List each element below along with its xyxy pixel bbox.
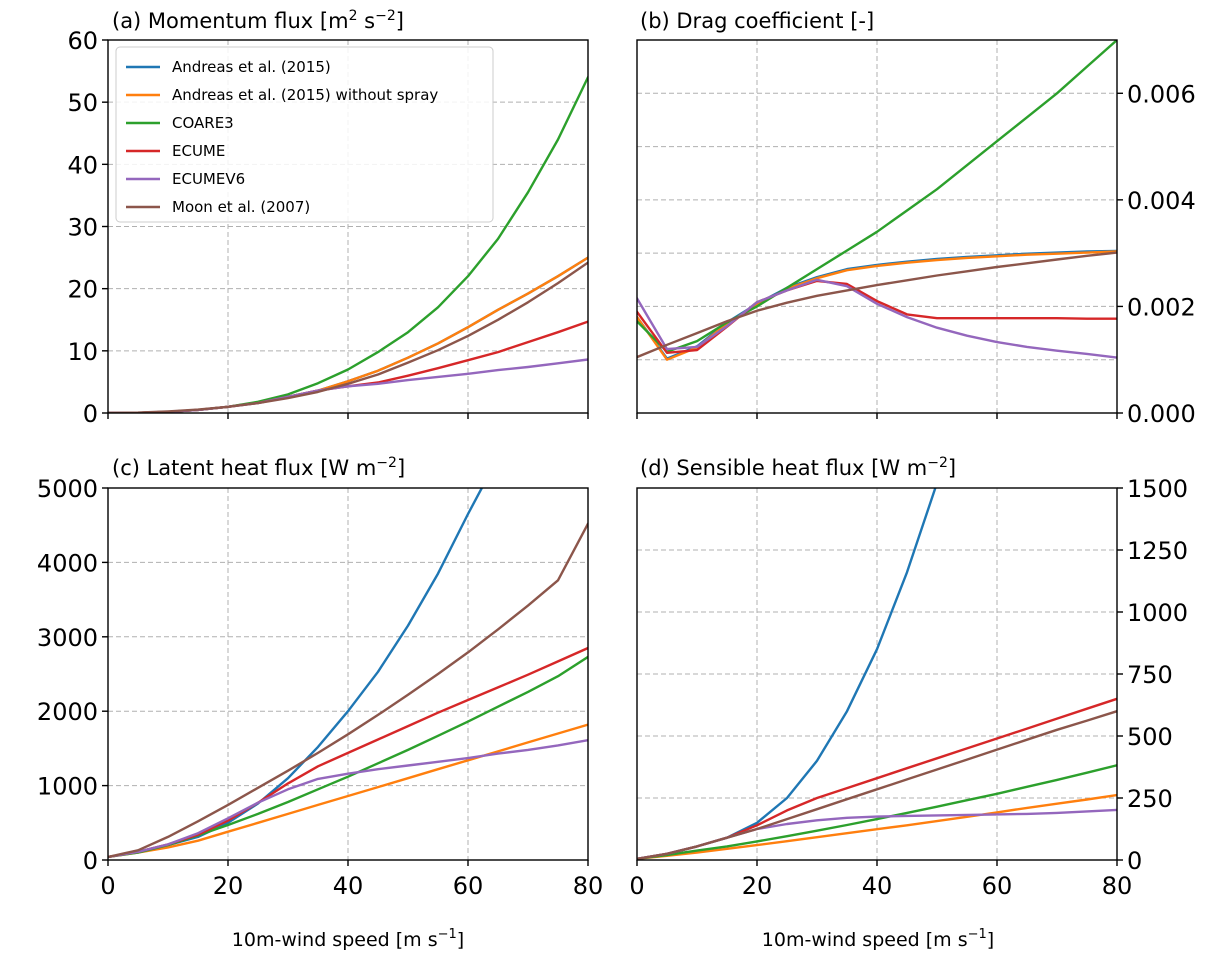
ytick-label-a: 40 (67, 151, 98, 179)
ytick-label-c: 0 (83, 847, 98, 875)
series-b-andreas-et-al-2015-without-spray (637, 250, 1117, 361)
legend-item: ECUME (126, 142, 225, 160)
ytick-label-a: 50 (67, 89, 98, 117)
xlabel-right: 10m-wind speed [m s−1] (762, 927, 994, 951)
ytick-label-a: 0 (83, 400, 98, 428)
xlabel-left: 10m-wind speed [m s−1] (232, 927, 464, 951)
series-d-coare3 (637, 764, 1117, 860)
legend-item: COARE3 (126, 114, 234, 132)
panel-c-title: (c) Latent heat flux [W m−2] (112, 455, 405, 480)
panel-d-title: (d) Sensible heat flux [W m−2] (640, 455, 956, 480)
legend-label: COARE3 (172, 114, 234, 132)
legend-label: ECUMEV6 (172, 170, 245, 188)
xtick-label-c: 0 (100, 872, 115, 900)
ytick-label-d: 250 (1127, 785, 1173, 813)
legend-box (115, 46, 494, 223)
xtick-label-d: 40 (862, 872, 893, 900)
ytick-label-a: 60 (67, 27, 98, 55)
series-b-ecumev6 (637, 278, 1117, 359)
series-b-coare3 (637, 40, 1117, 353)
series-c-moon-et-al-2007 (108, 522, 588, 859)
ytick-label-c: 2000 (37, 698, 98, 726)
ytick-label-d: 1500 (1127, 475, 1188, 503)
ytick-label-c: 1000 (37, 773, 98, 801)
legend-item: Moon et al. (2007) (126, 198, 310, 216)
panel-b: 0.000 0.002 0.004 0.006 (636, 39, 1196, 428)
ytick-label-c: 4000 (37, 549, 98, 577)
legend: Andreas et al. (2015) Andreas et al. (201… (115, 46, 494, 223)
ytick-label-a: 10 (67, 338, 98, 366)
ytick-label-b: 0.000 (1127, 400, 1196, 428)
ytick-label-a: 30 (67, 214, 98, 242)
legend-label: ECUME (172, 142, 225, 160)
xtick-label-c: 60 (453, 872, 484, 900)
ytick-label-d: 500 (1127, 723, 1173, 751)
xtick-label-d: 80 (1102, 872, 1133, 900)
panel-b-title: (b) Drag coefficient [-] (640, 9, 874, 33)
series-d-moon-et-al-2007 (637, 710, 1117, 860)
ytick-label-b: 0.002 (1127, 293, 1196, 321)
xtick-label-c: 40 (333, 872, 364, 900)
ytick-label-d: 0 (1127, 847, 1142, 875)
legend-item: Andreas et al. (2015) (126, 58, 331, 76)
ytick-label-d: 1250 (1127, 537, 1188, 565)
ytick-label-b: 0.004 (1127, 187, 1196, 215)
legend-label: Moon et al. (2007) (172, 198, 310, 216)
series-a-moon-et-al-2007 (108, 261, 588, 413)
xtick-label-d: 0 (629, 872, 644, 900)
series-b-ecume (637, 279, 1117, 354)
xtick-label-c: 20 (213, 872, 244, 900)
series-c-ecumev6 (108, 739, 588, 859)
ytick-label-d: 1000 (1127, 599, 1188, 627)
panel-d: 0 250 500 750 1000 1250 1500 0 20 40 60 80 (629, 475, 1188, 900)
xtick-label-c: 80 (573, 872, 604, 900)
series-c-andreas-et-al-2015 (108, 488, 483, 859)
ytick-label-c: 3000 (37, 624, 98, 652)
panel-a-title: (a) Momentum flux [m2 s−2] (112, 8, 404, 33)
legend-label: Andreas et al. (2015) without spray (172, 86, 438, 104)
legend-item: ECUMEV6 (126, 170, 245, 188)
panel-c: 0 1000 2000 3000 4000 5000 0 20 40 60 80 (37, 475, 603, 900)
ytick-label-d: 750 (1127, 661, 1173, 689)
legend-item: Andreas et al. (2015) without spray (126, 86, 438, 104)
ytick-label-b: 0.006 (1127, 80, 1196, 108)
series-d-andreas-et-al-2015 (637, 488, 937, 860)
series-c-andreas-et-al-2015-without-spray (108, 723, 588, 859)
xtick-label-d: 20 (742, 872, 773, 900)
ytick-label-c: 5000 (37, 475, 98, 503)
series-b-moon-et-al-2007 (637, 251, 1117, 359)
xtick-label-d: 60 (982, 872, 1013, 900)
series-d-andreas-et-al-2015-without-spray (637, 793, 1117, 860)
ytick-label-a: 20 (67, 276, 98, 304)
legend-label: Andreas et al. (2015) (172, 58, 331, 76)
